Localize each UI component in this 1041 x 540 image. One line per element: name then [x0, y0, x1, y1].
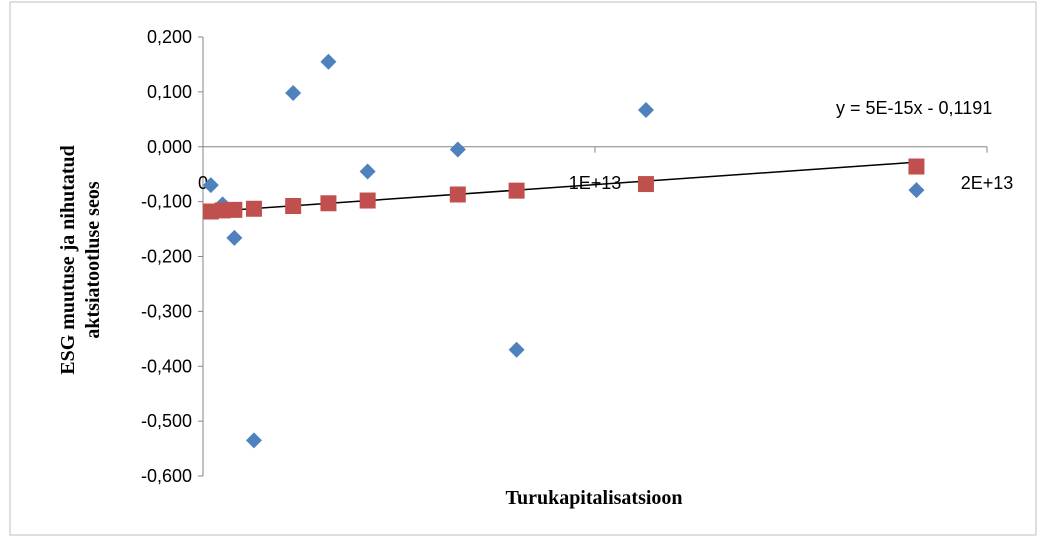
x-tick-label: 2E+13: [961, 173, 1014, 193]
y-tick-label: 0,100: [147, 82, 192, 102]
square-point: [637, 176, 654, 193]
y-tick-label: -0,500: [141, 411, 192, 431]
y-tick-label: -0,300: [141, 301, 192, 321]
square-point: [359, 192, 376, 209]
x-axis: 0 1E+13 2E+13: [198, 146, 1014, 193]
y-axis: 0,200 0,100 0,000 -0,100 -0,200 -0,300 -0,400 -…: [141, 27, 204, 486]
y-tick-label: -0,600: [141, 466, 192, 486]
square-point: [226, 201, 243, 218]
trendline-equation: y = 5E-15x - 0,1191: [836, 98, 992, 118]
square-point: [508, 182, 525, 199]
x-axis-title: Turukapitalisatsioon: [505, 487, 682, 509]
y-tick-label: 0,200: [147, 27, 192, 47]
diamond-point: [449, 141, 466, 158]
y-tick-label: -0,100: [141, 192, 192, 212]
x-tick-label: 0: [198, 173, 208, 193]
diamond-point: [637, 101, 654, 118]
diamond-point: [202, 177, 219, 194]
y-tick-label: -0,200: [141, 247, 192, 267]
diamond-point: [226, 229, 243, 246]
square-point: [449, 186, 466, 203]
square-point: [285, 198, 302, 215]
square-point: [320, 195, 337, 212]
diamond-point: [285, 84, 302, 101]
chart-border: [9, 1, 1037, 536]
square-point: [908, 158, 925, 175]
square-point: [245, 200, 262, 217]
diamond-point: [908, 182, 925, 199]
x-tick-label: 1E+13: [569, 173, 622, 193]
y-axis-title-line2: aktsiatootluse seos: [82, 181, 104, 338]
y-axis-title-line1: ESG muutuse ja nihutatud: [57, 145, 79, 375]
diamond-point: [320, 53, 337, 70]
data-points: [202, 53, 925, 449]
y-tick-label: -0,400: [141, 356, 192, 376]
y-tick-label: 0,000: [147, 137, 192, 157]
diamond-point: [245, 432, 262, 449]
diamond-point: [508, 341, 525, 358]
diamond-point: [359, 163, 376, 180]
